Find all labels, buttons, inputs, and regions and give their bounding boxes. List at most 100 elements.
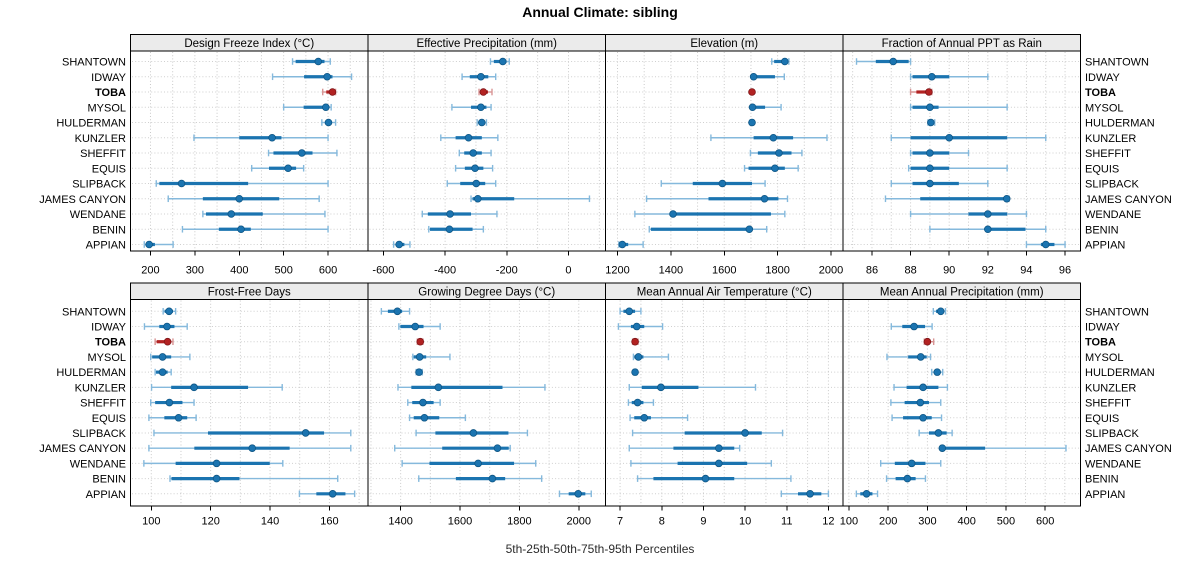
median-dot bbox=[633, 398, 642, 407]
percentile-marker-shantown bbox=[932, 307, 947, 316]
percentile-marker-kunzler bbox=[628, 383, 757, 392]
median-dot bbox=[411, 322, 420, 331]
percentile-marker-slipback bbox=[918, 429, 953, 437]
axis-tick-label: 88 bbox=[904, 265, 916, 277]
axis-tick-label: 300 bbox=[186, 265, 204, 277]
percentile-marker-appian bbox=[1025, 240, 1066, 249]
percentile-marker-toba bbox=[478, 88, 493, 96]
percentile-marker-slipback bbox=[631, 429, 784, 437]
station-label-right: SLIPBACK bbox=[1085, 179, 1139, 191]
station-label-left: EQUIS bbox=[92, 413, 126, 425]
median-dot bbox=[301, 429, 310, 437]
panel-header-label: Mean Annual Air Temperature (°C) bbox=[637, 286, 812, 298]
median-dot bbox=[926, 179, 934, 188]
panel-box bbox=[842, 299, 1081, 507]
percentile-marker-kunzler bbox=[193, 133, 329, 142]
percentile-marker-hulderman bbox=[631, 368, 639, 376]
station-label-right: BENIN bbox=[1085, 224, 1119, 236]
station-label-left: KUNZLER bbox=[75, 133, 126, 145]
axis-tick-label: 1800 bbox=[507, 516, 531, 528]
median-dot bbox=[419, 398, 427, 407]
median-dot bbox=[393, 307, 402, 316]
axis-tick-label: 400 bbox=[957, 516, 975, 528]
median-dot bbox=[718, 179, 727, 188]
station-label-right: TOBA bbox=[1085, 337, 1116, 349]
axis-tick-label: 500 bbox=[274, 265, 292, 277]
panel-growing-degree-days-c: Growing Degree Days (°C) 1400 1600 1800 2000 bbox=[367, 282, 606, 528]
station-label-left: HULDERMAN bbox=[56, 118, 126, 130]
axis-tick-label: 1600 bbox=[712, 265, 736, 277]
median-dot bbox=[474, 194, 482, 203]
percentile-marker-equis bbox=[891, 413, 943, 422]
median-dot bbox=[919, 413, 927, 422]
station-labels-band-1: SHANTOWN SHANTOWN IDWAY IDWAY TOBA TOBA MYSOL M… bbox=[39, 306, 1172, 501]
percentile-marker-shantown bbox=[489, 57, 510, 66]
median-dot bbox=[926, 164, 934, 173]
percentile-marker-shantown bbox=[619, 307, 642, 316]
percentile-marker-hulderman bbox=[154, 368, 172, 376]
percentile-marker-kunzler bbox=[890, 133, 1047, 142]
percentile-marker-appian bbox=[143, 240, 174, 249]
axis-tick-label: 9 bbox=[700, 516, 706, 528]
axis-tick-label: 1600 bbox=[448, 516, 472, 528]
median-dot bbox=[631, 337, 639, 346]
median-dot bbox=[574, 489, 582, 498]
median-dot bbox=[420, 413, 429, 422]
median-dot bbox=[395, 240, 403, 249]
panel-mean-annual-air-temperature-c: Mean Annual Air Temperature (°C) 7 8 9 10 11 1… bbox=[605, 282, 844, 528]
axis-tick-label: 400 bbox=[230, 265, 248, 277]
axis-tick-label: -400 bbox=[434, 265, 456, 277]
percentile-marker-kunzler bbox=[150, 383, 283, 392]
median-dot bbox=[174, 413, 183, 422]
percentile-marker-slipback bbox=[890, 179, 989, 188]
median-dot bbox=[748, 118, 756, 127]
station-label-left: SHANTOWN bbox=[62, 57, 126, 69]
median-dot bbox=[165, 307, 173, 316]
station-label-left: MYSOL bbox=[87, 102, 126, 114]
station-label-right: SLIPBACK bbox=[1085, 428, 1139, 440]
median-dot bbox=[927, 118, 935, 127]
median-dot bbox=[165, 398, 174, 407]
median-dot bbox=[415, 353, 424, 361]
median-dot bbox=[478, 118, 486, 127]
median-dot bbox=[916, 398, 925, 407]
panel-fraction-of-annual-ppt-as-rain: Fraction of Annual PPT as Rain 86 88 90 92 94… bbox=[842, 34, 1081, 277]
median-dot bbox=[1041, 240, 1050, 249]
median-dot bbox=[925, 88, 933, 96]
percentile-marker-sheffit bbox=[267, 149, 338, 157]
percentile-marker-idway bbox=[617, 322, 664, 331]
axis-tick-label: 11 bbox=[781, 516, 792, 528]
percentile-marker-kunzler bbox=[397, 383, 546, 392]
percentile-marker-benin bbox=[648, 225, 768, 234]
percentile-marker-wendane bbox=[421, 210, 498, 218]
median-dot bbox=[469, 429, 478, 437]
median-dot bbox=[749, 72, 758, 81]
axis-tick-label: 7 bbox=[617, 516, 623, 528]
percentile-marker-benin bbox=[169, 474, 339, 483]
station-label-right: SHEFFIT bbox=[1085, 398, 1131, 410]
percentile-marker-benin bbox=[428, 225, 485, 234]
percentile-marker-mysol bbox=[748, 103, 782, 112]
panel-box bbox=[130, 50, 369, 252]
median-dot bbox=[889, 57, 898, 66]
percentile-marker-slipback bbox=[446, 179, 497, 188]
percentile-marker-idway bbox=[271, 72, 353, 81]
station-label-left: MYSOL bbox=[87, 352, 126, 364]
percentile-marker-hulderman bbox=[321, 118, 337, 127]
percentile-marker-mysol bbox=[412, 353, 451, 361]
station-label-left: KUNZLER bbox=[75, 382, 126, 394]
axis-tick-label: 500 bbox=[997, 516, 1015, 528]
median-dot bbox=[163, 337, 172, 346]
median-dot bbox=[434, 383, 443, 392]
axis-tick-label: 10 bbox=[739, 516, 751, 528]
percentile-marker-sheffit bbox=[149, 398, 195, 407]
station-label-left: APPIAN bbox=[86, 489, 126, 501]
percentile-marker-equis bbox=[629, 413, 689, 422]
median-dot bbox=[298, 149, 306, 157]
median-dot bbox=[488, 474, 497, 483]
panel-effective-precipitation-mm: Effective Precipitation (mm) -600 -400 -200… bbox=[367, 34, 606, 277]
percentile-marker-wendane bbox=[909, 210, 1028, 218]
panel-header-label: Design Freeze Index (°C) bbox=[184, 38, 314, 50]
station-label-right: KUNZLER bbox=[1085, 133, 1136, 145]
percentile-marker-james-canyon bbox=[470, 194, 591, 203]
